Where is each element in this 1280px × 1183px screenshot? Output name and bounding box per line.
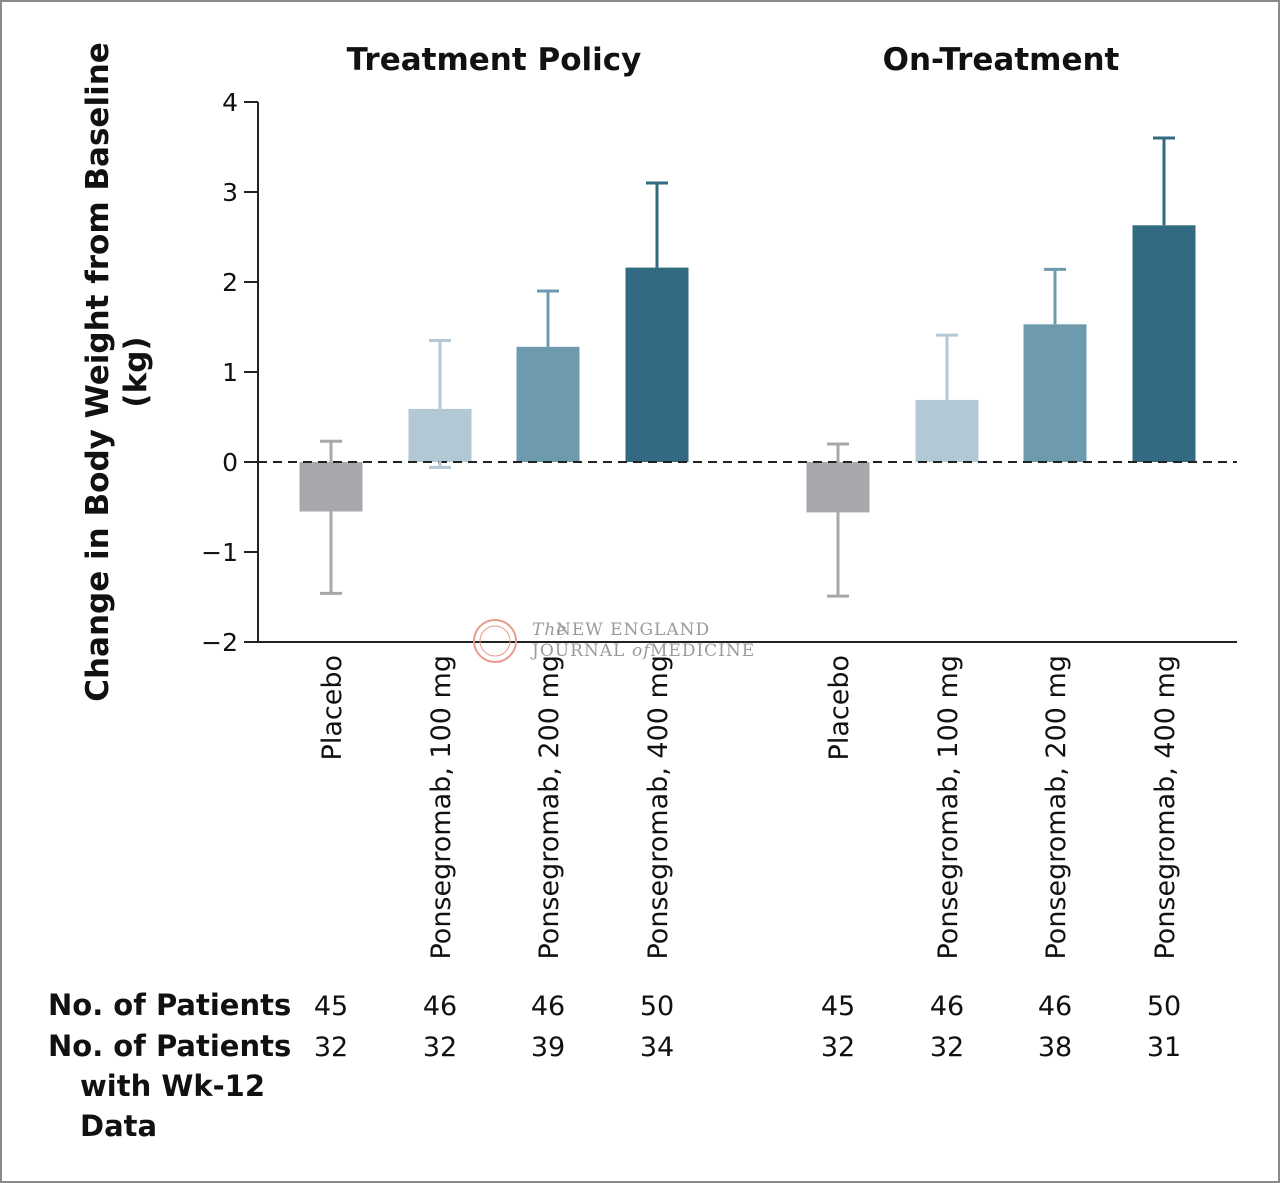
patients-count: 50 — [640, 991, 674, 1022]
patients-count: 46 — [423, 991, 457, 1022]
category-label: Ponsegromab, 200 mg — [1041, 655, 1072, 960]
table-row1-label: No. of Patients — [48, 988, 291, 1022]
watermark-the: The — [532, 620, 567, 640]
journal-seal-inner-ring — [479, 625, 511, 657]
bar — [1132, 225, 1196, 462]
bar — [625, 267, 689, 462]
category-label: Ponsegromab, 200 mg — [534, 655, 565, 960]
patients-count: 45 — [821, 991, 855, 1022]
panel-title-treatment-policy: Treatment Policy — [347, 42, 642, 78]
bars — [258, 225, 1237, 513]
patients-wk12-count: 38 — [1038, 1032, 1072, 1063]
patients-wk12-count: 32 — [930, 1032, 964, 1063]
category-labels: Placebo Ponsegromab, 100 mg Ponsegromab, 2… — [317, 655, 1181, 960]
y-tick-label: 0 — [222, 448, 238, 477]
category-label: Ponsegromab, 100 mg — [933, 655, 964, 960]
watermark-journal: JOURNAL — [530, 641, 625, 661]
watermark-of: of — [632, 641, 652, 661]
table-row2-label-line: Data — [80, 1109, 157, 1143]
patients-table: 45 32 46 32 46 39 50 34 45 32 46 32 46 38 50 31 No. of P… — [48, 988, 1181, 1143]
category-label: Ponsegromab, 400 mg — [643, 655, 674, 960]
y-axis-label: Change in Body Weight from Baseline (kg) — [80, 42, 154, 702]
axes: −2 −1 0 1 2 3 4 — [201, 88, 1237, 657]
patients-wk12-count: 31 — [1147, 1032, 1181, 1063]
journal-seal-icon — [473, 619, 517, 663]
table-row2-label-line: with Wk-12 — [80, 1069, 265, 1103]
y-tick-label: 4 — [222, 88, 238, 117]
patients-wk12-count: 32 — [314, 1032, 348, 1063]
patients-wk12-count: 34 — [640, 1032, 674, 1063]
category-label: Ponsegromab, 100 mg — [426, 655, 457, 960]
bar — [516, 346, 580, 462]
patients-count: 46 — [1038, 991, 1072, 1022]
journal-watermark: The NEW ENGLAND JOURNAL of MEDICINE — [473, 619, 755, 663]
panel-title-on-treatment: On-Treatment — [883, 42, 1120, 78]
patients-count: 50 — [1147, 991, 1181, 1022]
patients-count: 46 — [930, 991, 964, 1022]
patients-count: 46 — [531, 991, 565, 1022]
y-tick-label: −1 — [201, 538, 238, 567]
y-tick-label: 1 — [222, 358, 238, 387]
bar — [915, 399, 979, 462]
category-label: Ponsegromab, 400 mg — [1150, 655, 1181, 960]
y-tick-label: 2 — [222, 268, 238, 297]
bar — [1023, 324, 1087, 462]
y-tick-label: −2 — [201, 628, 238, 657]
patients-count: 45 — [314, 991, 348, 1022]
patients-wk12-count: 32 — [821, 1032, 855, 1063]
patients-wk12-count: 39 — [531, 1032, 565, 1063]
y-tick-label: 3 — [222, 178, 238, 207]
error-bars — [320, 136, 1175, 598]
watermark-line1: NEW ENGLAND — [556, 620, 710, 640]
category-label: Placebo — [824, 655, 855, 760]
y-axis-label-line2: (kg) — [118, 336, 154, 407]
category-label: Placebo — [317, 655, 348, 760]
y-axis-label-line1: Change in Body Weight from Baseline — [80, 42, 116, 702]
table-row2-label-line: No. of Patients — [48, 1029, 291, 1063]
patients-wk12-count: 32 — [423, 1032, 457, 1063]
watermark-medicine: MEDICINE — [650, 641, 755, 661]
